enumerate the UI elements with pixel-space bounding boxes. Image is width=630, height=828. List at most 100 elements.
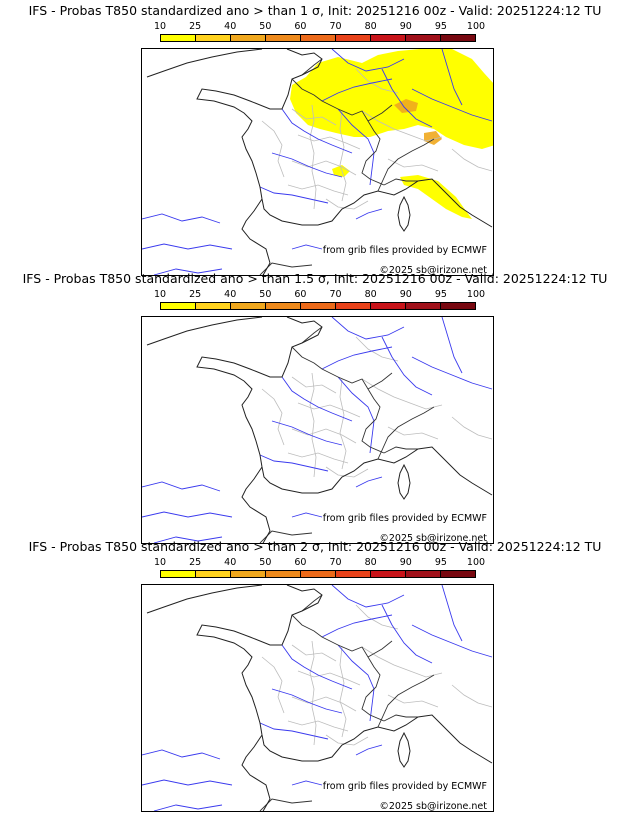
river-line [337, 108, 375, 186]
river-line [153, 804, 223, 811]
river-line [142, 779, 233, 786]
department-boundary [309, 104, 317, 210]
panel-title: IFS - Probas T850 standardized ano > tha… [28, 539, 602, 554]
colorbar [160, 570, 476, 578]
colorbar-segment [266, 35, 301, 41]
colorbar-tick-label: 40 [224, 557, 237, 568]
river-line [291, 780, 323, 786]
coastline [146, 585, 493, 811]
colorbar-tick-label: 100 [466, 289, 486, 300]
corsica-island [397, 463, 411, 500]
country-border [259, 594, 435, 811]
department-boundary [387, 694, 439, 708]
department-boundary [261, 120, 285, 178]
colorbar-tick-label: 70 [329, 21, 342, 32]
river-line [441, 49, 463, 106]
colorbar-segment [406, 35, 441, 41]
river-line [381, 604, 433, 664]
colorbar-segment [336, 35, 371, 41]
river-line [441, 585, 463, 642]
colorbar-tick-label: 40 [224, 289, 237, 300]
river-line [331, 49, 405, 72]
department-boundary [325, 734, 369, 746]
colorbar-tick-label: 60 [294, 289, 307, 300]
river-line [355, 476, 383, 488]
department-boundary [291, 696, 357, 712]
colorbar-tick-label: 25 [189, 557, 202, 568]
colorbar-tick-label: 50 [259, 21, 272, 32]
river-line [271, 420, 343, 446]
colorbar-segment [371, 571, 406, 577]
department-boundary [355, 68, 399, 94]
river-line [259, 454, 329, 472]
colorbar-ticks: 10 25 40 50 60 70 80 90 95 100 [154, 21, 485, 33]
department-boundary [339, 110, 347, 202]
colorbar-tick-label: 100 [466, 21, 486, 32]
source-credit: from grib files provided by ECMWF [322, 245, 487, 256]
colorbar-ticks: 10 25 40 50 60 70 80 90 95 100 [154, 289, 485, 301]
colorbar-segment [406, 303, 441, 309]
department-boundary [361, 378, 443, 410]
colorbar-segment [161, 35, 196, 41]
river-line [281, 108, 353, 154]
map-panel-3: IFS - Probas T850 standardized ano > tha… [0, 536, 630, 812]
department-boundary [339, 378, 347, 470]
france-map: from grib files provided by ECMWF ©2025 … [141, 48, 494, 276]
river-line [271, 152, 343, 178]
colorbar-tick-label: 50 [259, 557, 272, 568]
map-svg [142, 317, 493, 543]
river-line [381, 68, 433, 128]
department-boundary [291, 428, 357, 444]
department-boundary [339, 646, 347, 738]
colorbar-tick-label: 80 [364, 557, 377, 568]
map-svg [142, 585, 493, 811]
river-line [142, 749, 221, 760]
colorbar-tick-label: 100 [466, 557, 486, 568]
country-border [259, 326, 435, 543]
colorbar-ticks: 10 25 40 50 60 70 80 90 95 100 [154, 557, 485, 569]
department-boundary [287, 184, 349, 196]
colorbar-tick-label: 40 [224, 21, 237, 32]
colorbar-segment [371, 303, 406, 309]
department-boundary [291, 160, 357, 176]
colorbar-segment [371, 35, 406, 41]
colorbar-segment [231, 35, 266, 41]
copyright-credit: ©2025 sb@irizone.net [379, 801, 487, 812]
colorbar-tick-label: 95 [434, 21, 447, 32]
probability-area [394, 99, 442, 145]
colorbar-tick-label: 60 [294, 21, 307, 32]
colorbar [160, 302, 476, 310]
department-boundary [361, 646, 443, 678]
river-line [259, 186, 329, 204]
colorbar-tick-label: 90 [399, 21, 412, 32]
france-map: from grib files provided by ECMWF ©2025 … [141, 584, 494, 812]
map-panel-2: IFS - Probas T850 standardized ano > tha… [0, 268, 630, 544]
colorbar-tick-label: 25 [189, 289, 202, 300]
france-map: from grib files provided by ECMWF ©2025 … [141, 316, 494, 544]
river-line [337, 376, 375, 454]
colorbar-segment [231, 571, 266, 577]
river-line [441, 317, 463, 374]
department-boundary [261, 388, 285, 446]
colorbar-tick-label: 10 [153, 21, 167, 32]
river-line [337, 644, 375, 722]
river-line [142, 511, 233, 518]
river-line [381, 336, 433, 396]
department-boundary [287, 720, 349, 732]
river-line [153, 268, 223, 275]
source-credit: from grib files provided by ECMWF [322, 781, 487, 792]
colorbar-segment [161, 303, 196, 309]
colorbar-segment [266, 303, 301, 309]
probability-area [332, 165, 350, 177]
panel-title: IFS - Probas T850 standardized ano > tha… [22, 271, 608, 286]
river-line [411, 624, 493, 658]
river-line [321, 78, 393, 102]
river-line [321, 346, 393, 370]
source-credit: from grib files provided by ECMWF [322, 513, 487, 524]
colorbar-tick-label: 70 [329, 557, 342, 568]
colorbar-segment [301, 571, 336, 577]
river-line [271, 688, 343, 714]
colorbar-segment [161, 571, 196, 577]
river-line [291, 244, 323, 250]
department-boundary [451, 416, 493, 440]
